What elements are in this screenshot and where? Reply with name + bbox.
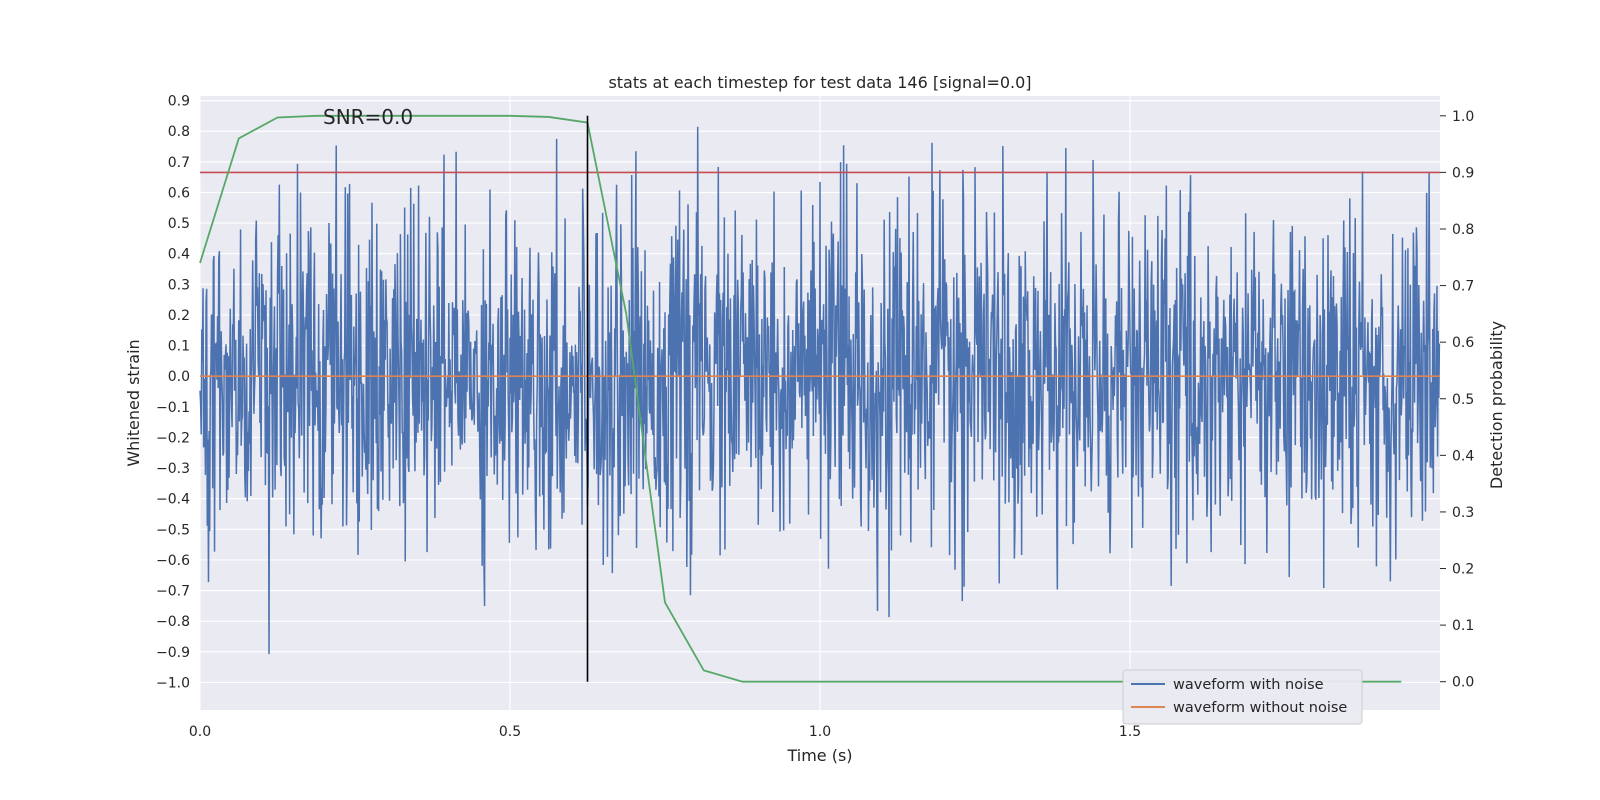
right-y-tick-label: 0.7: [1452, 279, 1474, 295]
x-tick-label: 1.5: [1119, 724, 1141, 740]
y-tick-label: −0.9: [156, 645, 190, 661]
right-y-tick-labels: 0.0 0.1 0.2 0.3 0.4 0.5 0.6 0.7 0.8 0.9 1.0: [1440, 109, 1474, 691]
plot-area: [199, 114, 1441, 683]
y-tick-label: 0.9: [168, 94, 190, 110]
right-y-tick-label: 0.0: [1452, 675, 1474, 691]
y-tick-label: −0.2: [156, 430, 190, 446]
y-tick-label: −0.4: [156, 492, 190, 508]
y-tick-label: 0.2: [168, 308, 190, 324]
y-axis-label: Whitened strain: [124, 339, 143, 466]
legend: waveform with noise waveform without noi…: [1122, 669, 1363, 725]
right-y-tick-label: 0.6: [1452, 335, 1474, 351]
y-tick-label: −0.3: [156, 461, 190, 477]
y-tick-label: 0.5: [168, 216, 190, 232]
y-tick-label: 0.0: [168, 369, 190, 385]
y-tick-label: 0.6: [168, 185, 190, 201]
series-detection-probability: [199, 114, 1402, 683]
legend-label-noise: waveform with noise: [1173, 677, 1324, 693]
right-y-tick-label: 1.0: [1452, 109, 1474, 125]
y-tick-label: −0.8: [156, 614, 190, 630]
y-tick-label: 0.4: [168, 247, 190, 263]
chart-title: stats at each timestep for test data 146…: [608, 73, 1031, 92]
right-y-tick-label: 0.9: [1452, 165, 1474, 181]
y-tick-label: 0.3: [168, 277, 190, 293]
right-y-tick-label: 0.1: [1452, 618, 1474, 634]
y-tick-label: −0.7: [156, 584, 190, 600]
legend-label-clean: waveform without noise: [1173, 700, 1347, 716]
x-axis-label: Time (s): [786, 746, 852, 765]
y-tick-label: −0.6: [156, 553, 190, 569]
x-tick-label: 0.0: [189, 724, 211, 740]
series-waveform-with-noise: [199, 126, 1441, 655]
right-y-tick-label: 0.8: [1452, 222, 1474, 238]
right-y-tick-label: 0.2: [1452, 562, 1474, 578]
right-y-tick-label: 0.3: [1452, 505, 1474, 521]
snr-annotation: SNR=0.0: [323, 105, 413, 129]
x-tick-label: 1.0: [809, 724, 831, 740]
right-y-axis-label: Detection probability: [1487, 321, 1506, 489]
y-tick-label: 0.1: [168, 339, 190, 355]
x-tick-label: 0.5: [499, 724, 521, 740]
y-tick-label: 0.7: [168, 155, 190, 171]
y-tick-label: −0.5: [156, 522, 190, 538]
y-tick-label: −1.0: [156, 675, 190, 691]
legend-box: [1122, 669, 1363, 725]
right-y-tick-label: 0.5: [1452, 392, 1474, 408]
y-tick-labels: −1.0 −0.9 −0.8 −0.7 −0.6 −0.5 −0.4 −0.3 −0.2 −0.1…: [156, 94, 190, 692]
y-tick-label: −0.1: [156, 400, 190, 416]
right-y-tick-label: 0.4: [1452, 448, 1474, 464]
y-tick-label: 0.8: [168, 124, 190, 140]
x-tick-labels: 0.0 0.5 1.0 1.5: [189, 724, 1141, 740]
